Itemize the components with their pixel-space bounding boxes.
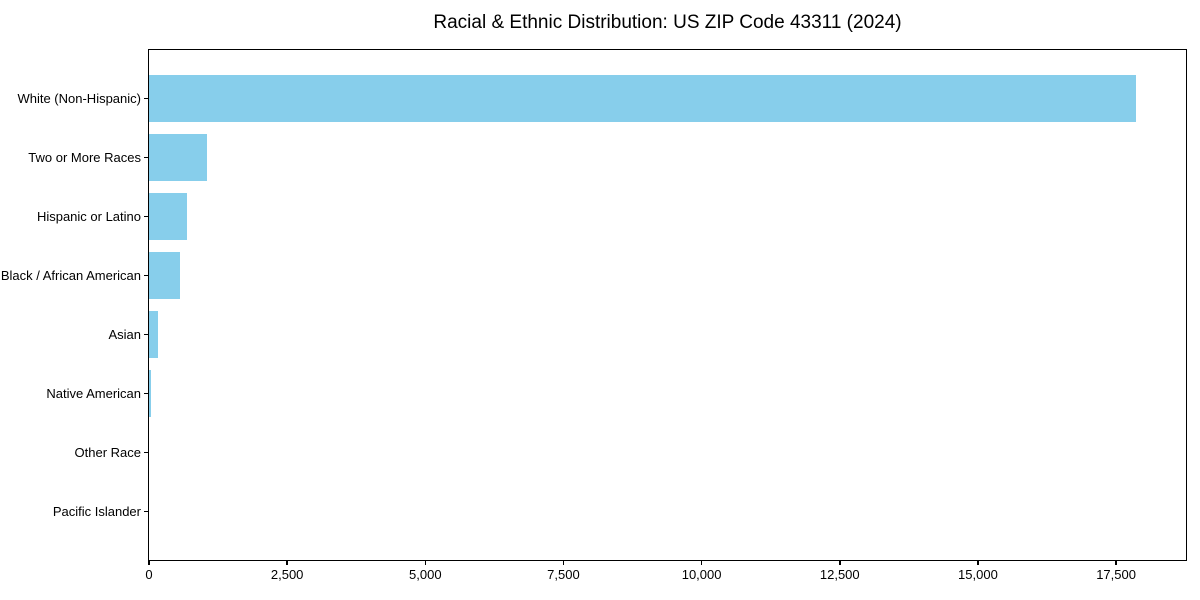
y-label-other-race: Other Race [74, 444, 141, 460]
x-tick-label-17500: 17,500 [1096, 567, 1136, 582]
x-tick-label-12500: 12,500 [819, 567, 860, 582]
bar-row-two-or-more-races [149, 128, 1186, 187]
bar-black-african-american [149, 252, 180, 299]
y-label-black-african-american: Black / African American [0, 267, 141, 283]
x-tick-label-15000: 15,000 [958, 567, 998, 582]
y-tick-white-non-hispanic [144, 97, 148, 100]
x-tick-5000 [424, 561, 427, 565]
x-tick-17500 [1115, 561, 1117, 565]
y-tick-hispanic-or-latino [144, 215, 148, 218]
bar-native-american [149, 370, 152, 417]
bar-row-asian [149, 305, 1186, 364]
bar-row-native-american [149, 364, 1186, 423]
bars-container [149, 50, 1186, 560]
bar-two-or-more-races [149, 134, 208, 181]
y-label-hispanic-or-latino: Hispanic or Latino [36, 208, 141, 224]
x-tick-7500 [562, 561, 565, 565]
y-tick-two-or-more-races [144, 156, 148, 159]
plot-area [148, 49, 1187, 561]
y-label-asian: Asian [108, 326, 141, 342]
y-label-pacific-islander: Pacific Islander [52, 503, 141, 519]
x-tick-10000 [700, 561, 703, 565]
x-tick-2500 [286, 561, 288, 565]
y-tick-native-american [144, 392, 148, 395]
y-tick-other-race [144, 451, 148, 454]
x-tick-12500 [839, 561, 841, 565]
y-tick-asian [144, 333, 148, 336]
x-tick-15000 [977, 561, 979, 565]
y-tick-pacific-islander [144, 510, 148, 513]
bar-row-white-non-hispanic [149, 69, 1186, 128]
y-label-two-or-more-races: Two or More Races [28, 149, 141, 165]
bar-asian [149, 311, 159, 358]
bar-row-other-race [149, 423, 1186, 482]
x-tick-label-7500: 7,500 [547, 567, 580, 582]
bar-hispanic-or-latino [149, 193, 188, 240]
bar-white-non-hispanic [149, 75, 1136, 122]
bar-row-hispanic-or-latino [149, 187, 1186, 246]
bar-row-black-african-american [149, 246, 1186, 305]
y-label-white-non-hispanic: White (Non-Hispanic) [17, 90, 141, 106]
x-tick-label-2500: 2,500 [270, 567, 304, 582]
y-label-native-american: Native American [46, 385, 141, 401]
chart-title: Racial & Ethnic Distribution: US ZIP Cod… [433, 12, 902, 33]
y-tick-black-african-american [144, 274, 148, 277]
x-tick-label-0: 0 [145, 567, 153, 582]
x-tick-label-10000: 10,000 [681, 567, 722, 582]
x-tick-0 [148, 561, 150, 565]
x-tick-label-5000: 5,000 [409, 567, 442, 582]
bar-row-pacific-islander [149, 482, 1186, 541]
